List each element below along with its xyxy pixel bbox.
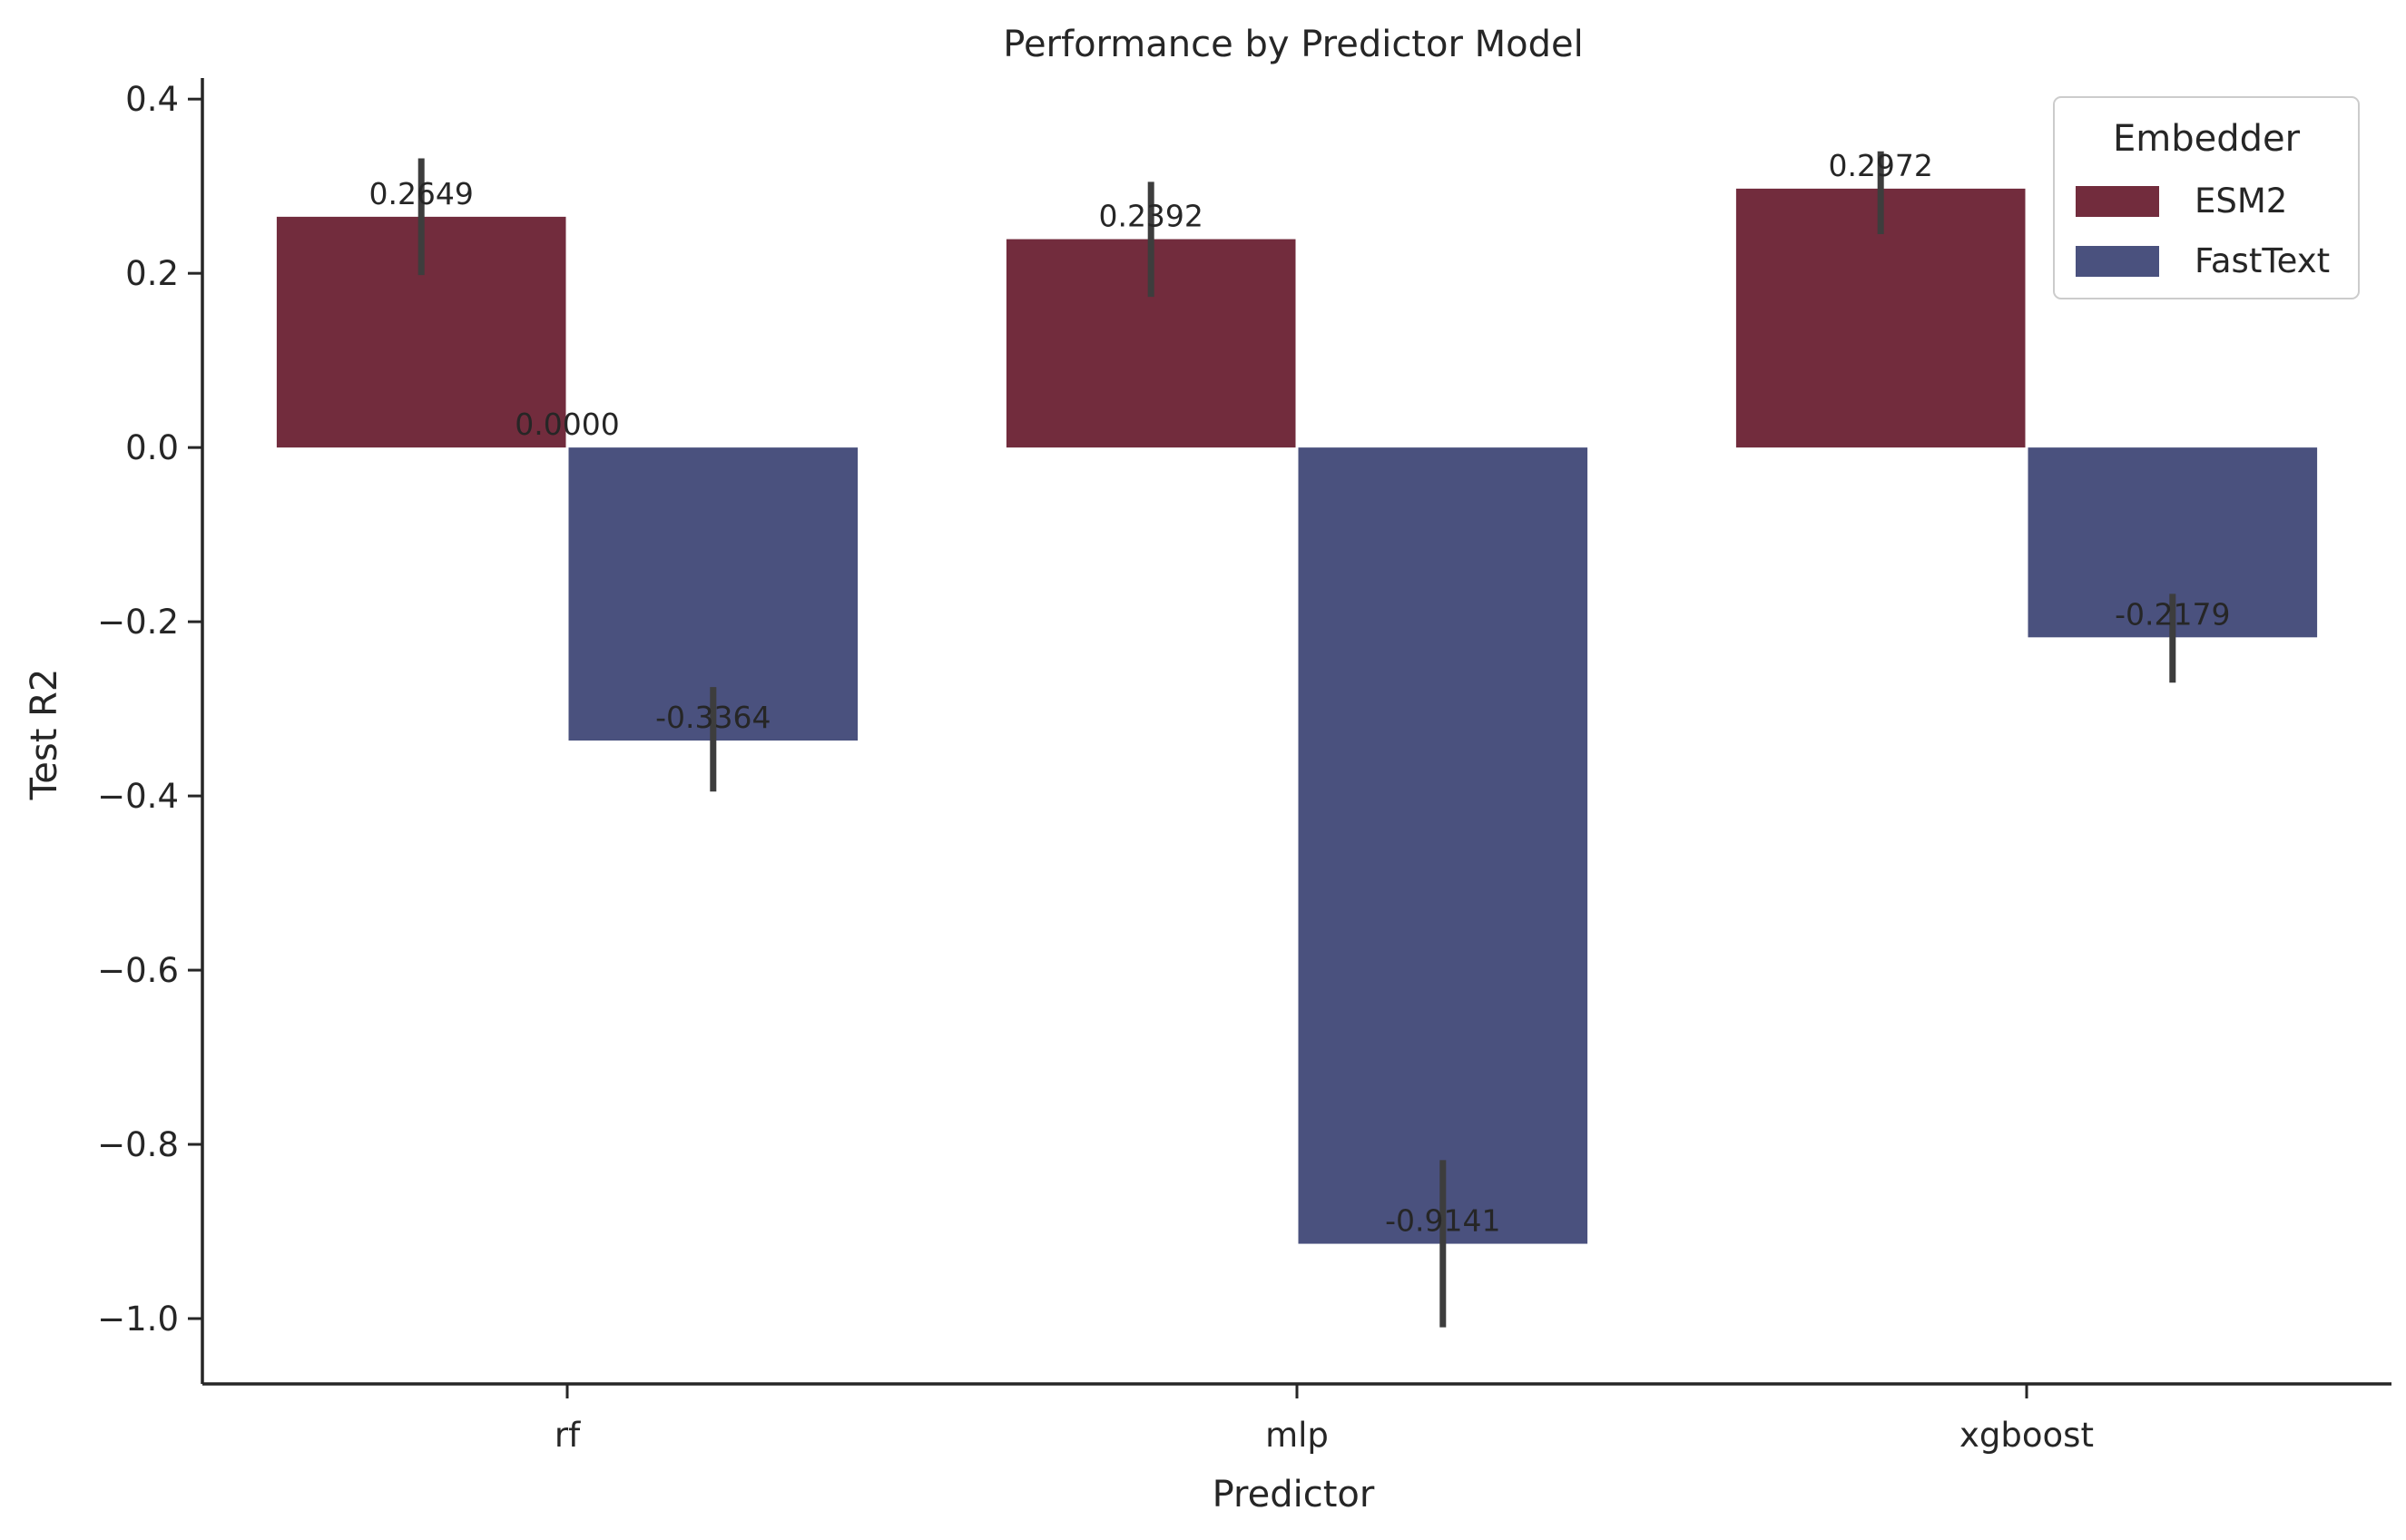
bar-fasttext-mlp [1298,447,1588,1244]
y-tick-label: −0.2 [97,603,179,642]
data-label-fasttext-mlp: -0.9141 [1385,1203,1500,1239]
legend-swatch-esm2 [2076,186,2159,217]
y-tick-label: −0.8 [97,1125,179,1164]
x-tick-label-mlp: mlp [1265,1416,1329,1455]
data-label-fasttext-rf: -0.3364 [655,700,771,735]
annotation-label-0: 0.0000 [515,407,619,442]
chart-title: Performance by Predictor Model [1003,24,1583,65]
y-tick-label: −0.6 [97,951,179,990]
y-tick-label: 0.2 [125,254,179,293]
data-label-esm2-xgboost: 0.2972 [1828,148,1932,183]
legend-swatch-fasttext [2076,246,2159,277]
x-tick-label-xgboost: xgboost [1959,1416,2094,1455]
data-label-esm2-rf: 0.2649 [368,176,473,211]
y-axis-label: Test R2 [24,669,65,801]
legend: Embedder ESM2 FastText [2053,96,2360,299]
legend-label-esm2: ESM2 [2195,181,2287,221]
y-tick-label: −0.4 [97,777,179,816]
data-label-esm2-mlp: 0.2392 [1098,199,1203,234]
y-tick-label: 0.4 [125,80,179,119]
data-labels-layer: 0.2649 0.2392 0.2972 -0.3364 -0.9141 -0.2179 0… [368,148,2230,1239]
x-axis-label: Predictor [1213,1474,1375,1515]
x-tick-label-rf: rf [555,1416,581,1455]
y-tick-label: 0.0 [125,428,179,467]
axes-layer: 0.4 0.2 0.0 −0.2 −0.4 −0.6 −0.8 −1.0 rf mlp xgboos… [97,78,2391,1455]
legend-label-fasttext: FastText [2195,241,2330,280]
bars-layer [276,188,2318,1244]
errorbars-layer [417,151,2176,1328]
data-label-fasttext-xgboost: -0.2179 [2115,596,2230,632]
y-tick-label: −1.0 [97,1300,179,1339]
legend-title: Embedder [2113,118,2301,160]
